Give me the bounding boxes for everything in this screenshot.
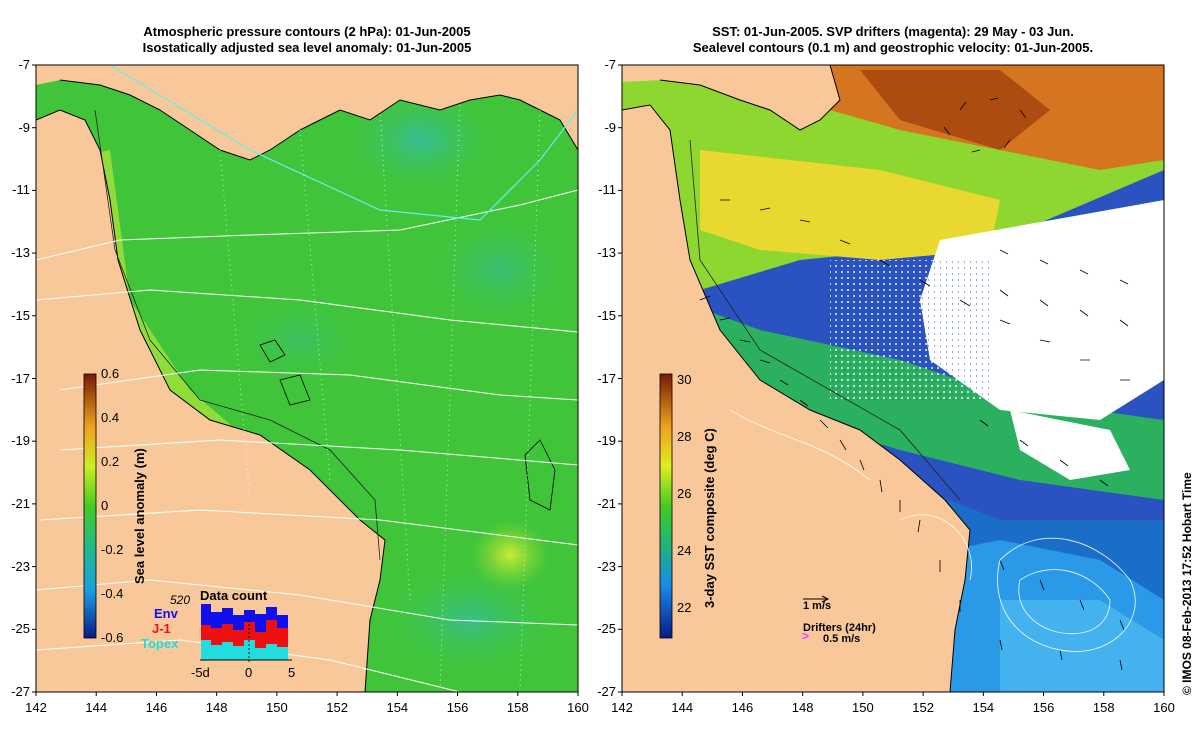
right-xtick-label: 152 <box>912 700 934 715</box>
left-colorbar-tick: 0.4 <box>101 410 120 425</box>
right-xtick-label: 146 <box>731 700 754 715</box>
data-count-inset <box>200 604 292 662</box>
inset-legend-env: Env <box>154 606 178 621</box>
right-xtick-label: 160 <box>1153 700 1175 715</box>
right-title: SST: 01-Jun-2005. SVP drifters (magenta)… <box>622 24 1164 56</box>
left-xtick-label: 142 <box>25 700 47 715</box>
left-xtick-label: 146 <box>145 700 168 715</box>
left-colorbar-tick: -0.4 <box>101 586 124 601</box>
left-title: Atmospheric pressure contours (2 hPa): 0… <box>36 24 578 56</box>
right-xtick-label: 150 <box>852 700 874 715</box>
right-xtick-label: 158 <box>1092 700 1115 715</box>
left-ytick-label: -23 <box>11 558 30 574</box>
right-colorbar-tick: 24 <box>677 543 692 558</box>
drifters-label: Drifters (24hr) <box>803 622 876 634</box>
right-title-line1: SST: 01-Jun-2005. SVP drifters (magenta)… <box>712 24 1074 39</box>
left-map <box>36 65 578 692</box>
inset-legend-topex: Topex <box>141 636 179 651</box>
left-colorbar-tick: -0.2 <box>101 542 124 557</box>
right-xtick-label: 156 <box>1032 700 1055 715</box>
left-ytick-label: -9 <box>18 119 30 135</box>
right-ytick-label: -7 <box>604 57 616 72</box>
left-ytick-label: -11 <box>12 182 30 198</box>
inset-title: Data count <box>200 588 268 603</box>
left-xtick-label: 144 <box>85 700 108 715</box>
right-xtick-label: 148 <box>791 700 814 715</box>
inset-legend-j1: J-1 <box>152 621 171 636</box>
drifters-speed-label: 0.5 m/s <box>823 633 861 645</box>
left-xtick-label: 154 <box>386 700 409 715</box>
left-xtick-label: 148 <box>205 700 228 715</box>
left-colorbar <box>83 373 97 639</box>
right-ytick-label: -15 <box>597 307 616 323</box>
left-colorbar-label: Sea level anomaly (m) <box>132 448 147 584</box>
right-ytick-label: -25 <box>597 621 616 637</box>
right-ytick-label: -19 <box>597 433 616 449</box>
inset-max-label: 520 <box>170 593 191 607</box>
right-ytick-label: -17 <box>597 370 616 386</box>
right-ytick-label: -21 <box>597 495 616 511</box>
right-ytick-label: -9 <box>604 119 616 135</box>
right-colorbar-tick: 28 <box>677 429 692 444</box>
left-xtick-label: 160 <box>567 700 589 715</box>
left-xtick-label: 150 <box>266 700 288 715</box>
left-colorbar-tick: 0.6 <box>101 366 120 381</box>
right-ytick-label: -23 <box>597 558 616 574</box>
right-colorbar <box>659 373 673 639</box>
right-map <box>622 65 1164 692</box>
left-ytick-label: -27 <box>11 684 30 699</box>
right-xtick-label: 154 <box>972 700 995 715</box>
right-xtick-label: 144 <box>671 700 694 715</box>
right-xtick-label: 142 <box>611 700 633 715</box>
left-ytick-label: -17 <box>11 370 30 386</box>
left-ytick-label: -19 <box>11 433 30 449</box>
left-ytick-label: -7 <box>18 57 30 72</box>
left-colorbar-tick: 0.2 <box>101 454 120 469</box>
right-colorbar-tick: 30 <box>677 372 692 387</box>
left-xtick-label: 152 <box>326 700 348 715</box>
right-ytick-label: -13 <box>597 245 616 261</box>
left-xtick-label: 156 <box>446 700 469 715</box>
velocity-scale-label: 1 m/s <box>803 600 832 612</box>
left-ytick-label: -21 <box>11 495 30 511</box>
left-colorbar-tick: 0 <box>101 498 109 513</box>
left-title-line2: Isostatically adjusted sea level anomaly… <box>142 40 472 55</box>
inset-xtick-end: 5 <box>288 665 296 680</box>
drifter-arrow-icon: > <box>802 629 809 643</box>
left-ytick-label: -15 <box>11 307 30 323</box>
right-colorbar-label: 3-day SST composite (deg C) <box>702 428 717 608</box>
inset-xtick-start: -5d <box>191 665 210 680</box>
left-ytick-label: -13 <box>11 245 30 261</box>
left-xtick-label: 158 <box>506 700 529 715</box>
right-colorbar-tick: 26 <box>677 486 692 501</box>
right-colorbar-tick: 22 <box>677 600 692 615</box>
left-title-line1: Atmospheric pressure contours (2 hPa): 0… <box>143 24 471 39</box>
right-ytick-label: -27 <box>597 684 616 699</box>
left-ytick-label: -25 <box>11 621 30 637</box>
right-ytick-label: -11 <box>598 182 616 198</box>
inset-xtick-mid: 0 <box>245 665 253 680</box>
left-colorbar-tick: -0.6 <box>101 630 124 645</box>
right-title-line2: Sealevel contours (0.1 m) and geostrophi… <box>692 40 1094 55</box>
velocity-scale-arrow <box>803 595 830 603</box>
credit-text: © IMOS 08-Feb-2013 17:52 Hobart Time <box>1180 472 1194 695</box>
